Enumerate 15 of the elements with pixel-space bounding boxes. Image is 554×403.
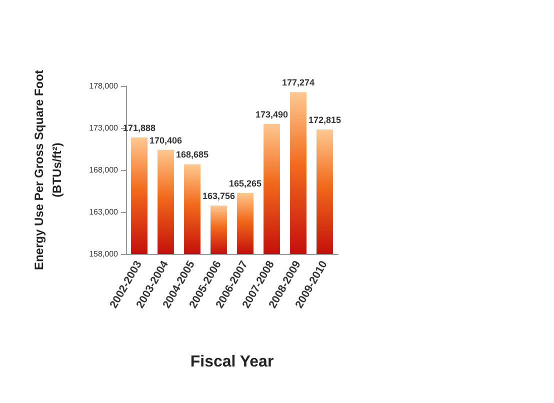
y-tick-label: 178,000	[89, 82, 119, 90]
y-tick-label: 158,000	[89, 250, 119, 258]
y-tick-label: 173,000	[89, 124, 119, 132]
data-label: 172,815	[308, 115, 342, 126]
y-tick-label: 168,000	[89, 166, 119, 174]
x-axis-title: Fiscal Year	[190, 354, 274, 370]
y-axis-title: Energy Use Per Gross Square Foot (BTUs/ft²)	[32, 70, 64, 270]
data-label: 173,490	[255, 109, 288, 120]
data-label: 168,685	[176, 150, 209, 160]
data-label: 171,888	[122, 122, 156, 133]
data-label: 177,274	[282, 78, 315, 88]
y-tick-label: 163,000	[89, 208, 119, 216]
data-label: 163,756	[202, 191, 236, 202]
data-label: 170,406	[149, 135, 182, 146]
data-label: 165,265	[228, 178, 262, 188]
